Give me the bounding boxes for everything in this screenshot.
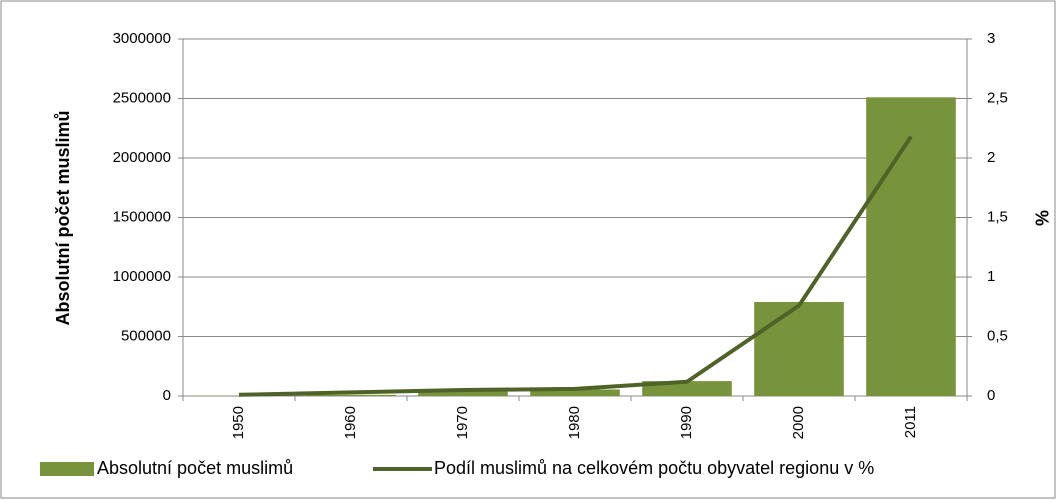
y-tick-label: 3000000	[113, 30, 171, 47]
x-tick-label: 1990	[678, 406, 695, 439]
bar	[306, 394, 396, 396]
y-tick-label: 2000000	[113, 149, 171, 166]
y-tick-label: 0	[163, 387, 171, 404]
y2-tick-label: 1,5	[987, 208, 1008, 225]
y2-tick-label: 3	[987, 30, 995, 47]
bar	[530, 389, 620, 396]
y-axis-title: Absolutní počet muslimů	[53, 110, 73, 325]
y2-tick-label: 0	[987, 387, 995, 404]
legend-label: Absolutní počet muslimů	[97, 458, 293, 478]
y2-tick-label: 0,5	[987, 327, 1008, 344]
bar	[418, 391, 508, 396]
y2-tick-label: 2,5	[987, 89, 1008, 106]
legend-swatch	[40, 462, 94, 476]
x-tick-label: 1980	[566, 406, 583, 439]
y-tick-label: 500000	[121, 327, 171, 344]
y2-axis-title: %	[1031, 210, 1051, 226]
y-tick-label: 2500000	[113, 89, 171, 106]
line	[238, 135, 913, 397]
y-tick-label: 1000000	[113, 268, 171, 285]
y2-tick-label: 1	[987, 268, 995, 285]
bar	[754, 301, 844, 396]
x-tick-label: 2011	[902, 406, 919, 438]
y2-tick-label: 2	[987, 149, 995, 166]
x-tick-label: 1960	[342, 406, 359, 439]
bar	[866, 97, 956, 396]
x-tick-label: 1950	[230, 406, 247, 439]
legend-label: Podíl muslimů na celkovém počtu obyvatel…	[434, 458, 874, 478]
x-tick-label: 2000	[790, 406, 807, 439]
y-tick-label: 1500000	[113, 208, 171, 225]
x-tick-label: 1970	[454, 406, 471, 439]
